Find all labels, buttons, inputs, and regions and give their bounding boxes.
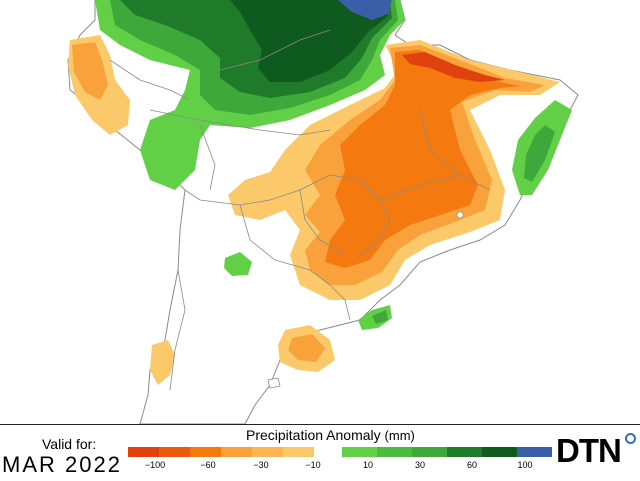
legend-tick-label: 10 — [362, 460, 374, 470]
anomaly-dry-south-argentina-moderate — [288, 334, 325, 362]
dtn-logo-ring-icon — [625, 433, 636, 444]
valid-date: MAR 2022 — [2, 452, 122, 477]
anomaly-wet-north-very-strong — [230, 0, 388, 82]
legend-tick-label: −60 — [200, 460, 216, 470]
legend-footer — [0, 424, 640, 481]
anomaly-dry-chile — [150, 340, 175, 385]
map-canvas — [67, 0, 579, 424]
legend-title-text: Precipitation Anomaly — [246, 427, 381, 443]
precipitation-map — [67, 0, 579, 424]
island-falklands — [267, 377, 281, 389]
anomaly-wet-north-extreme — [338, 0, 392, 20]
dtn-logo: DTN — [556, 432, 622, 469]
island-marker — [456, 211, 464, 219]
legend-tick-label: 30 — [414, 460, 426, 470]
country-borders — [109, 29, 491, 391]
anomaly-dry-north-coast-extreme — [402, 52, 505, 82]
legend-tick-label: −10 — [305, 460, 321, 470]
legend-tick-label: −30 — [253, 460, 269, 470]
legend-tick-label: 60 — [466, 460, 478, 470]
anomaly-wet-east-coast-moderate — [524, 125, 555, 182]
anomaly-dry-northwest-moderate — [72, 42, 108, 100]
legend-unit: (mm) — [384, 428, 415, 443]
anomaly-wet-small-central — [224, 252, 252, 276]
anomaly-dry-central-strong — [325, 50, 520, 268]
anomaly-wet-south-coast-moderate — [372, 310, 388, 324]
valid-for-label: Valid for: — [42, 436, 97, 452]
legend-tick-label: −100 — [144, 460, 166, 470]
legend-tick-label: 100 — [517, 460, 533, 470]
legend-title: Precipitation Anomaly (mm) — [246, 427, 415, 443]
